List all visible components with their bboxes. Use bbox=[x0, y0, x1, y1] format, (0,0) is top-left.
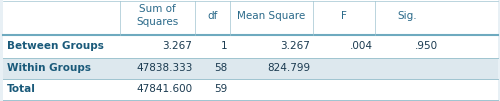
Text: .004: .004 bbox=[350, 41, 372, 52]
Text: Between Groups: Between Groups bbox=[6, 41, 103, 52]
Text: Sig.: Sig. bbox=[398, 11, 417, 21]
Bar bbox=[2, 58, 498, 79]
Text: 3.267: 3.267 bbox=[162, 41, 192, 52]
Text: .950: .950 bbox=[414, 41, 438, 52]
Text: F: F bbox=[341, 11, 346, 21]
Text: Total: Total bbox=[6, 84, 36, 94]
Text: Within Groups: Within Groups bbox=[6, 63, 90, 73]
Text: 824.799: 824.799 bbox=[267, 63, 310, 73]
Text: 47838.333: 47838.333 bbox=[136, 63, 192, 73]
Text: 1: 1 bbox=[221, 41, 228, 52]
Bar bbox=[2, 0, 498, 35]
Text: 58: 58 bbox=[214, 63, 228, 73]
Text: 59: 59 bbox=[214, 84, 228, 94]
Text: Mean Square: Mean Square bbox=[237, 11, 306, 21]
Text: 3.267: 3.267 bbox=[280, 41, 310, 52]
Text: 47841.600: 47841.600 bbox=[136, 84, 192, 94]
Bar bbox=[2, 79, 498, 100]
Text: df: df bbox=[208, 11, 218, 21]
Bar bbox=[2, 35, 498, 58]
Text: Sum of
Squares: Sum of Squares bbox=[136, 4, 178, 27]
